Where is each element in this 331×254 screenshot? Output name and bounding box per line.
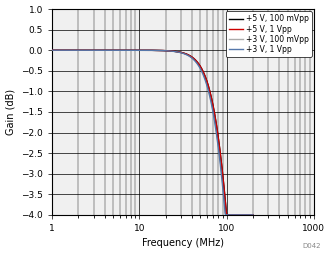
+5 V, 1 Vpp (169, 50, 173, 53)
+5 V, 1 Vpp (247, 213, 251, 216)
+3 V, 100 mVpp (247, 213, 251, 216)
Line: +3 V, 100 mVpp: +3 V, 100 mVpp (52, 50, 253, 215)
Y-axis label: Gain (dB): Gain (dB) (6, 89, 16, 135)
X-axis label: Frequency (MHz): Frequency (MHz) (142, 239, 224, 248)
Line: +3 V, 1 Vpp: +3 V, 1 Vpp (52, 50, 253, 215)
+5 V, 1 Vpp (159, 49, 163, 52)
+3 V, 100 mVpp (159, 49, 163, 52)
+5 V, 1 Vpp (147, 49, 151, 52)
+3 V, 1 Vpp (215, 134, 219, 137)
+5 V, 100 mVpp (247, 213, 251, 216)
+5 V, 100 mVpp (159, 49, 163, 52)
+3 V, 100 mVpp (215, 131, 219, 134)
+3 V, 100 mVpp (251, 213, 255, 216)
+5 V, 100 mVpp (50, 49, 54, 52)
+3 V, 1 Vpp (169, 50, 173, 53)
+5 V, 1 Vpp (50, 49, 54, 52)
Text: D042: D042 (303, 243, 321, 249)
+5 V, 100 mVpp (147, 49, 151, 52)
+3 V, 100 mVpp (50, 49, 54, 52)
+3 V, 1 Vpp (145, 49, 149, 52)
+3 V, 100 mVpp (169, 50, 173, 53)
+3 V, 1 Vpp (247, 213, 251, 216)
+3 V, 1 Vpp (159, 49, 163, 52)
+3 V, 1 Vpp (50, 49, 54, 52)
+5 V, 100 mVpp (215, 125, 219, 128)
+3 V, 100 mVpp (145, 49, 149, 52)
+5 V, 1 Vpp (215, 125, 219, 128)
+3 V, 1 Vpp (147, 49, 151, 52)
+5 V, 100 mVpp (169, 50, 173, 53)
+3 V, 100 mVpp (224, 213, 228, 216)
Line: +5 V, 1 Vpp: +5 V, 1 Vpp (52, 50, 253, 215)
+5 V, 1 Vpp (251, 213, 255, 216)
+3 V, 1 Vpp (251, 213, 255, 216)
+5 V, 1 Vpp (145, 49, 149, 52)
Legend: +5 V, 100 mVpp, +5 V, 1 Vpp, +3 V, 100 mVpp, +3 V, 1 Vpp: +5 V, 100 mVpp, +5 V, 1 Vpp, +3 V, 100 m… (226, 11, 312, 57)
+5 V, 1 Vpp (225, 213, 229, 216)
Line: +5 V, 100 mVpp: +5 V, 100 mVpp (52, 50, 253, 215)
+3 V, 100 mVpp (147, 49, 151, 52)
+5 V, 100 mVpp (145, 49, 149, 52)
+5 V, 100 mVpp (251, 213, 255, 216)
+3 V, 1 Vpp (223, 213, 227, 216)
+5 V, 100 mVpp (225, 213, 229, 216)
